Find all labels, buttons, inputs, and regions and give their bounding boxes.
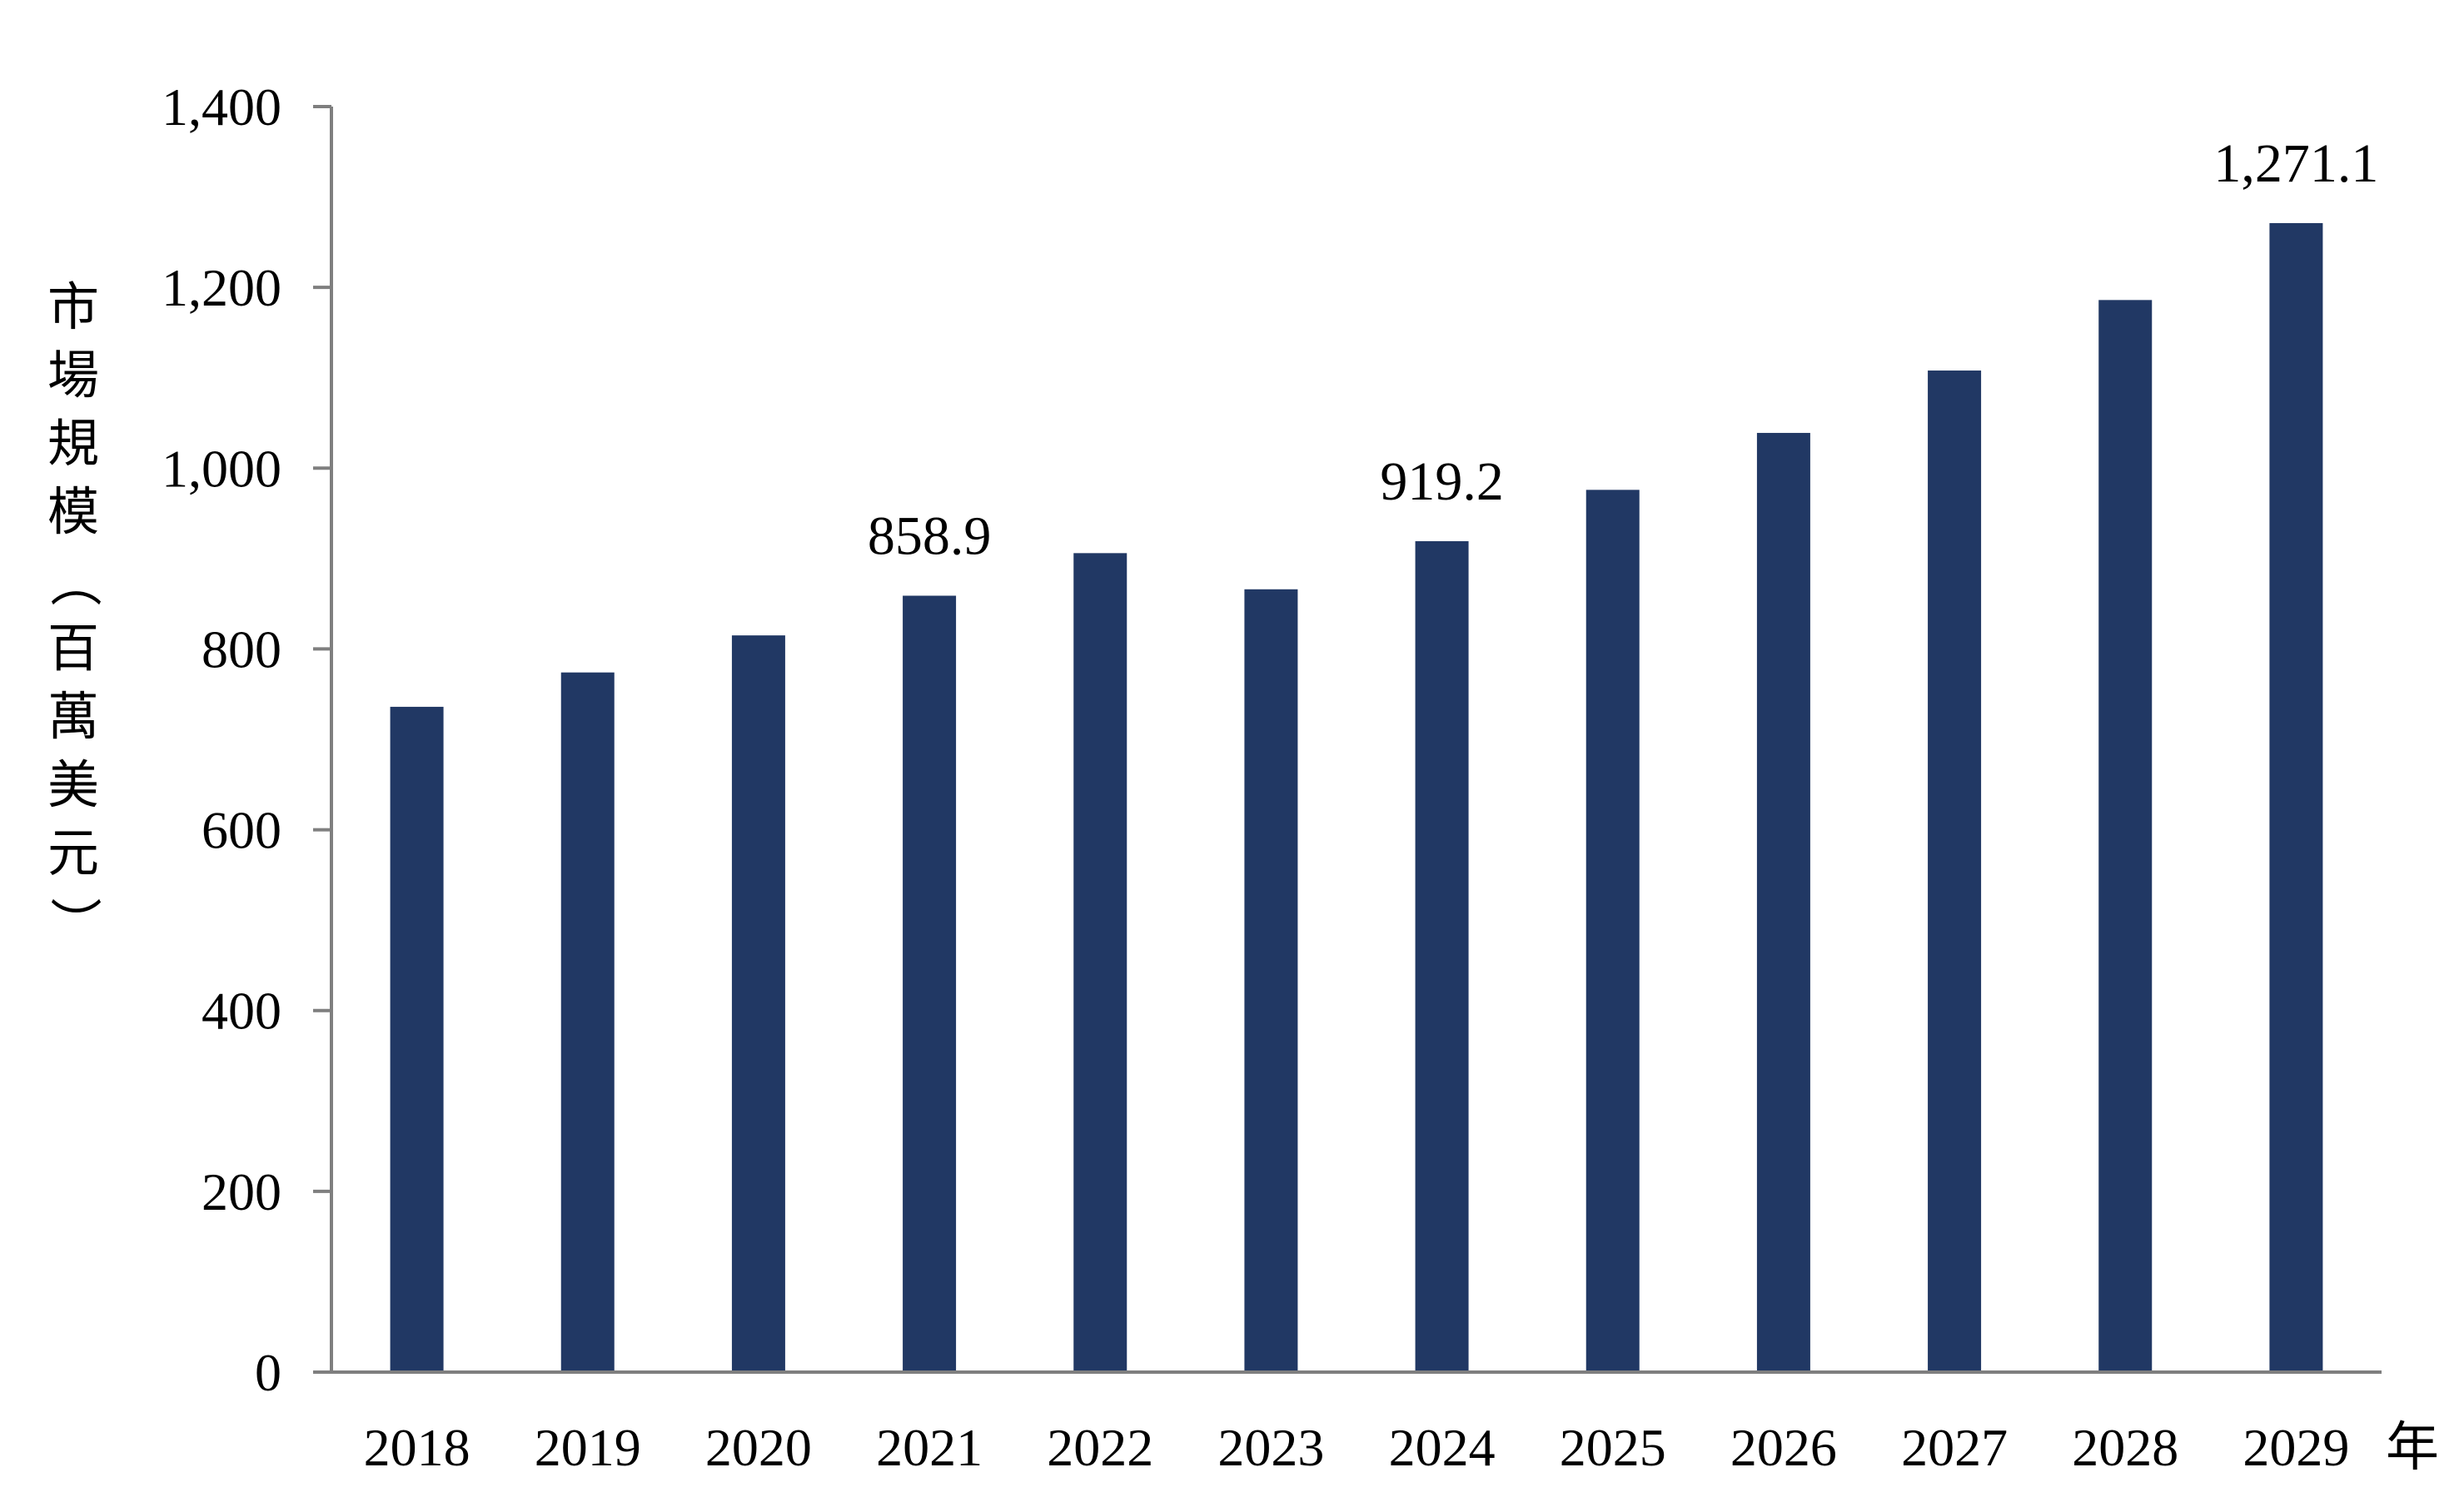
y-axis-label-char: 美 [47,754,99,815]
y-tick-label: 600 [202,801,281,860]
y-tick-label: 0 [255,1343,281,1402]
x-axis-ticks: 2018 2019 2020 2021 2022 2023 2024 2025 2026 2027… [364,1417,2439,1479]
bar [1073,553,1127,1372]
data-label: 919.2 [1380,451,1504,512]
x-tick-label: 2023 [1217,1418,1324,1477]
bar [560,672,615,1372]
y-axis-ticks: 0 200 400 600 800 1,000 1,200 1,400 [162,77,331,1402]
y-tick-label: 1,200 [162,258,281,317]
x-tick-label: 2018 [364,1418,470,1477]
y-tick-label: 1,400 [162,77,281,137]
x-tick-label: 2024 [1389,1418,1496,1477]
bar [1244,589,1298,1372]
bar [2098,300,2153,1372]
y-tick-label: 400 [202,982,281,1041]
x-tick-label: 2021 [876,1418,983,1477]
bar [731,635,785,1372]
y-axis-label-char: 萬 [47,686,99,747]
x-tick-label: 2022 [1047,1418,1153,1477]
y-axis-label-char: （ [44,555,105,607]
bar [1756,432,1810,1372]
x-tick-label: 2025 [1560,1418,1666,1477]
x-tick-label: 2019 [535,1418,641,1477]
data-labels: 858.9 919.2 1,271.1 [868,133,2379,567]
y-tick-label: 1,000 [162,439,281,498]
axes [313,107,2382,1374]
y-axis-label-char: 元 [47,823,99,883]
y-axis-label-char: 規 [47,413,99,474]
x-tick-label: 2026 [1730,1418,1837,1477]
y-axis-label-char: 百 [47,618,99,679]
bar [1928,371,1982,1372]
bar [903,595,957,1372]
bars [390,222,2323,1373]
bar [1415,541,1469,1372]
y-axis-label-char: 市 [47,276,99,337]
bar [1585,490,1640,1373]
y-axis-label-char: ） [44,897,105,948]
y-tick-label: 800 [202,619,281,679]
y-axis-label-char: 場 [47,345,99,405]
y-tick-label: 200 [202,1162,281,1221]
data-label: 1,271.1 [2213,133,2378,194]
data-label: 858.9 [868,505,992,566]
x-tick-label: 2020 [705,1418,812,1477]
y-axis-label-char: 模 [47,481,99,542]
bar [2269,222,2323,1372]
x-tick-label: 2029 [2242,1418,2349,1477]
x-axis-unit: 年 [2386,1417,2439,1479]
x-tick-label: 2027 [1901,1418,2008,1477]
bar [390,706,444,1372]
x-tick-label: 2028 [2072,1418,2178,1477]
